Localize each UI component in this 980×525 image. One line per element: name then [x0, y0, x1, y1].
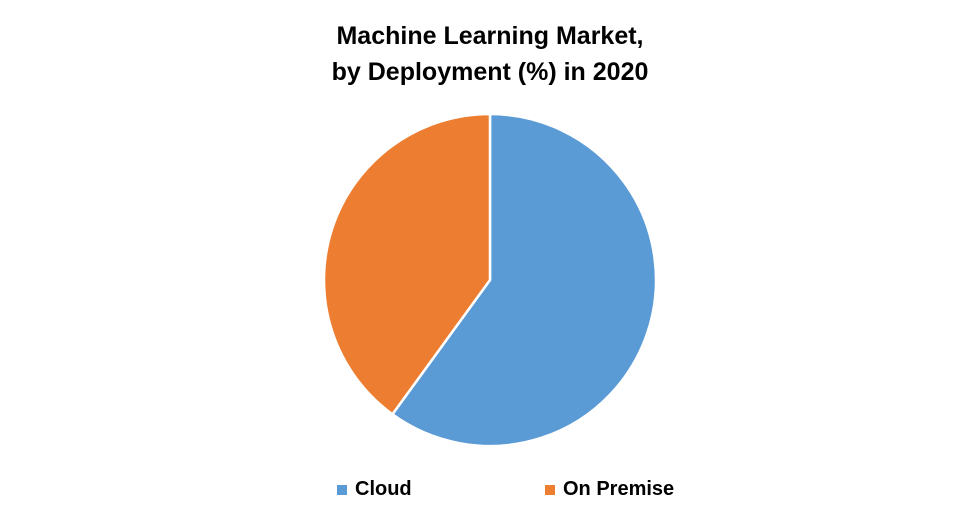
legend-label-cloud: Cloud: [355, 478, 412, 500]
legend-item-on-premise: On Premise: [545, 478, 674, 501]
pie-slice-on-premise: [322, 112, 492, 417]
chart-title-line2: by Deployment (%) in 2020: [331, 58, 649, 86]
chart-title-line1: Machine Learning Market,: [336, 22, 644, 50]
legend-label-on-premise: On Premise: [563, 478, 675, 500]
pie-slice-cloud: [390, 112, 658, 448]
legend-swatch-on-premise: [545, 484, 555, 495]
legend-item-cloud: Cloud: [337, 478, 412, 501]
legend-swatch-cloud: [337, 484, 347, 495]
chart-title: Machine Learning Market, by Deployment (…: [0, 18, 980, 90]
